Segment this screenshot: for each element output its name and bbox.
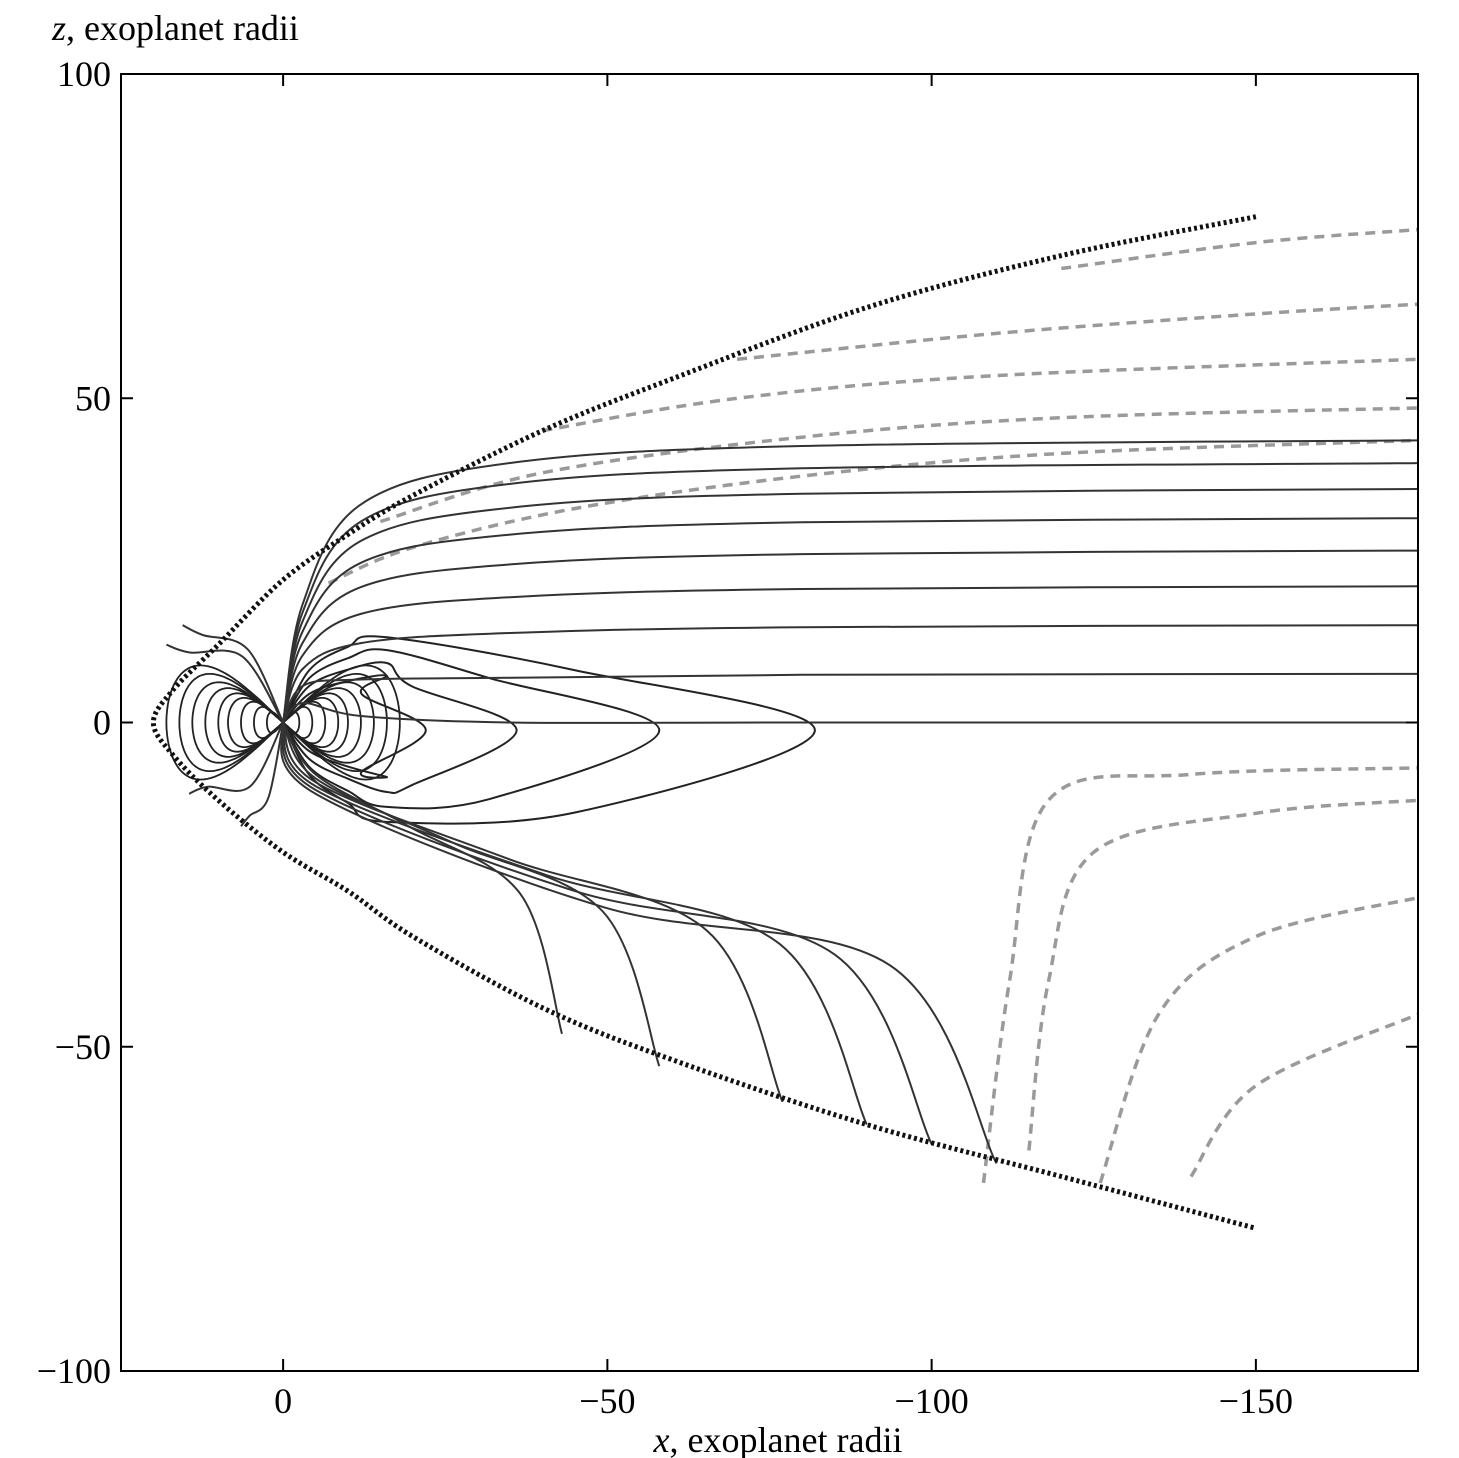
interplanetary-field-line — [981, 766, 1419, 1184]
y-axis-title: z, exoplanet radii — [51, 8, 299, 48]
southern-field-line — [282, 721, 563, 1035]
magnetopause-layer — [150, 214, 1257, 1231]
y-tick-label: 100 — [57, 54, 111, 94]
dayside-open-field-line — [188, 722, 284, 795]
interplanetary-field-line — [1027, 798, 1419, 1151]
dayside-open-field-line — [182, 624, 285, 723]
magnetopause-line — [150, 214, 1257, 1231]
tail-lobe-field-line — [282, 672, 1419, 723]
y-tick-label: 0 — [93, 703, 111, 743]
y-axis-var: z — [51, 8, 66, 48]
x-axis-rest: , exoplanet radii — [670, 1420, 903, 1458]
y-tick-label: −100 — [37, 1351, 111, 1391]
closed-field-line — [178, 673, 284, 772]
interplanetary-field-line — [736, 302, 1419, 362]
tail-lobe-field-line — [282, 585, 1419, 723]
southern-field-line — [282, 721, 661, 1067]
x-tick-label: −150 — [1219, 1381, 1293, 1421]
southern-field-line — [282, 722, 868, 1126]
tail-lobe-field-line — [282, 549, 1419, 723]
tail-closed-field-line — [282, 661, 518, 795]
x-tick-label: 0 — [274, 1381, 292, 1421]
southern-field-line — [281, 722, 933, 1145]
southern-field-line — [280, 722, 998, 1164]
ticks-layer: 0 −50 −100 −150 100 50 0 −50 −100 — [37, 54, 1418, 1421]
tail-lobe-field-line — [282, 439, 1419, 723]
tail-closed-field-line — [282, 674, 427, 779]
x-tick-label: −50 — [579, 1381, 635, 1421]
interplanetary-field-line — [1061, 227, 1419, 271]
dayside-open-field-line — [166, 643, 284, 724]
interplanetary-field-line — [1098, 895, 1419, 1184]
y-axis-rest: , exoplanet radii — [66, 8, 299, 48]
tail-lobe-field-line — [282, 488, 1419, 723]
y-tick-label: 50 — [75, 378, 111, 418]
dayside-open-field-line — [240, 722, 285, 827]
tail-lobe-field-line — [282, 701, 1418, 724]
tail-closed-field-line — [282, 648, 661, 810]
x-axis-title: x, exoplanet radii — [653, 1420, 903, 1458]
field-lines-layer — [165, 227, 1419, 1184]
interplanetary-field-line — [542, 357, 1419, 433]
tail-lobe-field-line — [282, 517, 1419, 723]
interplanetary-field-line — [379, 406, 1419, 524]
southern-field-line — [282, 722, 784, 1103]
y-tick-label: −50 — [55, 1027, 111, 1067]
tail-lobe-field-line — [282, 624, 1419, 723]
closed-field-line — [191, 681, 284, 764]
tail-lobe-field-line — [282, 462, 1419, 723]
x-axis-var: x — [653, 1420, 670, 1458]
closed-field-line — [282, 673, 388, 772]
x-tick-label: −100 — [894, 1381, 968, 1421]
